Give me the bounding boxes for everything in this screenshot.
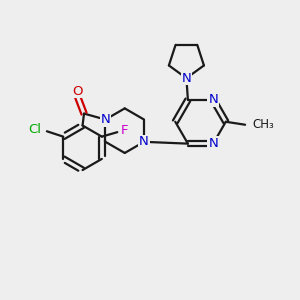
Text: N: N	[139, 135, 149, 148]
Text: N: N	[100, 113, 110, 126]
Text: N: N	[208, 137, 218, 150]
Text: Cl: Cl	[28, 123, 41, 136]
Text: F: F	[120, 124, 128, 137]
Text: O: O	[72, 85, 83, 98]
Text: CH₃: CH₃	[253, 118, 274, 131]
Text: N: N	[182, 72, 191, 85]
Text: N: N	[208, 93, 218, 106]
